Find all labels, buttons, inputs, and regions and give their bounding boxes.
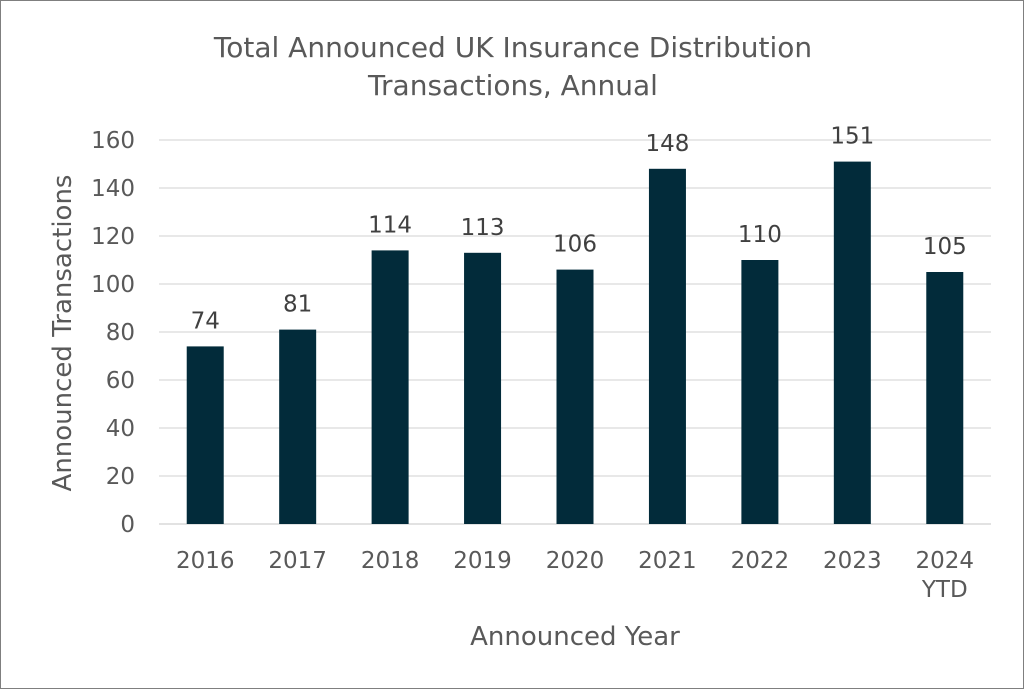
chart-title-line-1: Total Announced UK Insurance Distributio… — [213, 31, 812, 64]
bars — [186, 161, 964, 525]
y-tick-label: 160 — [91, 128, 135, 154]
x-tick-label: 2023 — [823, 548, 882, 574]
x-tick-label: 2018 — [361, 548, 420, 574]
x-tick-label: 2020 — [546, 548, 605, 574]
data-label: 114 — [368, 212, 412, 238]
y-tick-label: 40 — [106, 416, 135, 442]
x-tick-label: 2019 — [453, 548, 512, 574]
x-tick-label: 2017 — [268, 548, 327, 574]
data-label: 113 — [461, 215, 505, 241]
bar — [833, 161, 871, 524]
x-tick-label: 2021 — [638, 548, 697, 574]
y-tick-label: 120 — [91, 224, 135, 250]
data-label: 148 — [645, 131, 689, 157]
x-axis-title: Announced Year — [470, 622, 680, 652]
bar — [556, 269, 594, 524]
y-tick-label: 140 — [91, 176, 135, 202]
x-tick-label: 2016 — [176, 548, 235, 574]
bar — [741, 260, 779, 524]
x-tick-label: 2022 — [731, 548, 790, 574]
x-axis-ticks: 2016 2017 2018 2019 2020 2021 2022 2023 2024 YTD — [176, 548, 974, 603]
y-tick-label: 0 — [120, 512, 135, 538]
bar — [371, 250, 409, 524]
bar — [464, 252, 502, 525]
bar — [926, 272, 964, 524]
data-label: 74 — [191, 308, 220, 334]
data-label: 151 — [830, 124, 874, 150]
chart-title-line-2: Transactions, Annual — [367, 69, 658, 102]
data-labels: 74 81 114 113 106 148 110 151 105 — [191, 124, 967, 335]
y-tick-label: 100 — [91, 272, 135, 298]
data-label: 110 — [738, 222, 782, 248]
bar — [186, 346, 224, 524]
y-tick-label: 80 — [106, 320, 135, 346]
bar — [648, 168, 686, 525]
data-label: 106 — [553, 232, 597, 258]
data-label: 81 — [283, 292, 312, 318]
y-tick-label: 20 — [106, 464, 135, 490]
bar — [279, 329, 317, 524]
y-tick-label: 60 — [106, 368, 135, 394]
data-label: 105 — [923, 234, 967, 260]
x-tick-label: 2024 YTD — [916, 548, 975, 603]
y-axis-title: Announced Transactions — [48, 175, 78, 492]
y-axis-ticks: 0 20 40 60 80 100 120 140 160 — [91, 128, 135, 538]
